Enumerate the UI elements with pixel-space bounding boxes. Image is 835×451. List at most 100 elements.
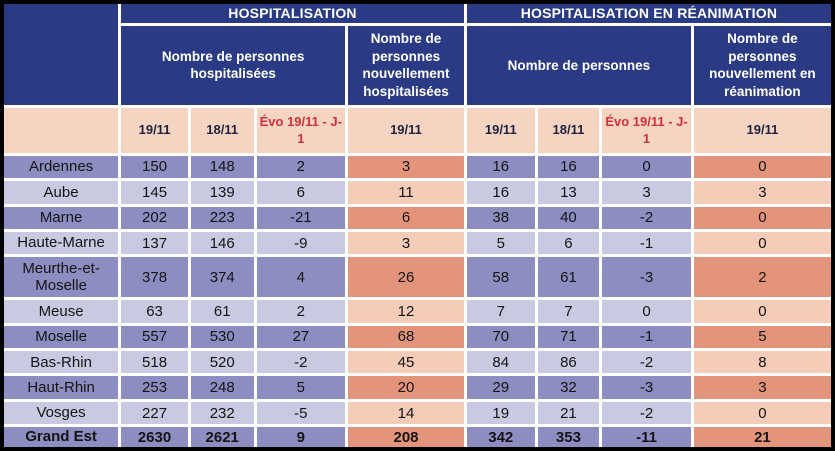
- data-cell: 0: [690, 398, 835, 428]
- data-cell: 139: [187, 178, 257, 207]
- data-cell: 530: [187, 322, 257, 352]
- data-cell: 11: [345, 178, 467, 207]
- header-reanimation: HOSPITALISATION EN RÉANIMATION: [463, 0, 835, 26]
- data-cell: 45: [345, 348, 467, 377]
- date-header-rea-evo: Évo 19/11 - J-1: [599, 105, 694, 156]
- date-header-nouv-hosp-19-11: 19/11: [345, 105, 467, 156]
- subheader-nouvellement-rea: Nombre de personnes nouvellement en réan…: [690, 22, 835, 109]
- data-cell: 21: [534, 398, 603, 428]
- data-cell: 2: [253, 152, 349, 182]
- data-cell: 70: [463, 322, 538, 352]
- total-cell: -11: [599, 424, 694, 451]
- subheader-nouvellement-hospitalisees: Nombre de personnes nouvellement hospita…: [345, 22, 467, 109]
- date-header-row: 19/11 18/11 Évo 19/11 - J-1 19/11 19/11 …: [0, 105, 835, 156]
- data-cell: 68: [345, 322, 467, 352]
- header-hospitalisation: HOSPITALISATION: [118, 0, 467, 26]
- data-cell: 202: [118, 203, 191, 232]
- data-cell: 253: [118, 373, 191, 402]
- data-cell: 3: [599, 178, 694, 207]
- total-cell: 9: [253, 424, 349, 451]
- data-cell: 0: [690, 297, 835, 326]
- data-cell: 145: [118, 178, 191, 207]
- data-cell: -1: [599, 228, 694, 258]
- dept-name-cell: Bas-Rhin: [0, 348, 122, 377]
- data-cell: 137: [118, 228, 191, 258]
- row-haute-marne: Haute-Marne 137 146 -9 3 5 6 -1 0: [0, 228, 835, 258]
- date-header-rea-18-11: 18/11: [534, 105, 603, 156]
- group-header-row: HOSPITALISATION HOSPITALISATION EN RÉANI…: [0, 0, 835, 109]
- data-cell: 14: [345, 398, 467, 428]
- data-cell: 84: [463, 348, 538, 377]
- data-cell: 16: [534, 152, 603, 182]
- data-cell: 86: [534, 348, 603, 377]
- row-meuse: Meuse 63 61 2 12 7 7 0 0: [0, 297, 835, 326]
- data-cell: 3: [345, 152, 467, 182]
- date-header-hosp-19-11: 19/11: [118, 105, 191, 156]
- date-header-rea-19-11: 19/11: [463, 105, 538, 156]
- date-header-hosp-18-11: 18/11: [187, 105, 257, 156]
- row-meurthe-et-moselle: Meurthe-et-Moselle 378 374 4 26 58 61 -3…: [0, 254, 835, 301]
- data-cell: 557: [118, 322, 191, 352]
- data-cell: -2: [253, 348, 349, 377]
- data-cell: 6: [534, 228, 603, 258]
- data-cell: -1: [599, 322, 694, 352]
- dept-name-cell: Meuse: [0, 297, 122, 326]
- data-cell: 29: [463, 373, 538, 402]
- data-cell: 150: [118, 152, 191, 182]
- row-aube: Aube 145 139 6 11 16 13 3 3: [0, 178, 835, 207]
- data-cell: 58: [463, 254, 538, 301]
- subheader-row: Nombre de personnes hospitalisées Nombre…: [2, 22, 835, 109]
- data-cell: 8: [690, 348, 835, 377]
- row-moselle: Moselle 557 530 27 68 70 71 -1 5: [0, 322, 835, 352]
- data-cell: 0: [690, 203, 835, 232]
- data-cell: 12: [345, 297, 467, 326]
- data-cell: 16: [463, 152, 538, 182]
- data-cell: 5: [253, 373, 349, 402]
- data-cell: 0: [690, 152, 835, 182]
- row-marne: Marne 202 223 -21 6 38 40 -2 0: [0, 203, 835, 232]
- data-cell: -2: [599, 348, 694, 377]
- total-cell: 2621: [187, 424, 257, 451]
- data-cell: 6: [345, 203, 467, 232]
- dept-name-cell: Haute-Marne: [0, 228, 122, 258]
- total-cell: 353: [534, 424, 603, 451]
- data-cell: 520: [187, 348, 257, 377]
- data-cell: 378: [118, 254, 191, 301]
- data-cell: 3: [690, 178, 835, 207]
- data-cell: 38: [463, 203, 538, 232]
- data-cell: -3: [599, 373, 694, 402]
- data-cell: 7: [463, 297, 538, 326]
- data-cell: 61: [187, 297, 257, 326]
- dept-name-cell: Meurthe-et-Moselle: [0, 254, 122, 301]
- data-cell: 232: [187, 398, 257, 428]
- data-cell: 16: [463, 178, 538, 207]
- total-name-cell: Grand Est: [0, 424, 122, 451]
- date-row-name-cell: [0, 105, 122, 156]
- data-cell: 2: [253, 297, 349, 326]
- row-grand-est-total: Grand Est 2630 2621 9 208 342 353 -11 21: [0, 424, 835, 451]
- subheader-personnes-rea: Nombre de personnes: [463, 22, 694, 109]
- data-cell: 40: [534, 203, 603, 232]
- data-cell: -2: [599, 398, 694, 428]
- dept-name-cell: Moselle: [0, 322, 122, 352]
- data-cell: -3: [599, 254, 694, 301]
- data-cell: 63: [118, 297, 191, 326]
- data-cell: 4: [253, 254, 349, 301]
- subheader-hospitalisees: Nombre de personnes hospitalisées: [118, 22, 349, 109]
- data-cell: 61: [534, 254, 603, 301]
- data-cell: 0: [690, 228, 835, 258]
- data-cell: -2: [599, 203, 694, 232]
- data-cell: 5: [463, 228, 538, 258]
- data-cell: 248: [187, 373, 257, 402]
- corner-cell: [0, 0, 122, 109]
- data-cell: 7: [534, 297, 603, 326]
- data-cell: 32: [534, 373, 603, 402]
- total-cell: 21: [690, 424, 835, 451]
- data-cell: 146: [187, 228, 257, 258]
- data-cell: 227: [118, 398, 191, 428]
- data-cell: 26: [345, 254, 467, 301]
- data-cell: 518: [118, 348, 191, 377]
- row-vosges: Vosges 227 232 -5 14 19 21 -2 0: [0, 398, 835, 428]
